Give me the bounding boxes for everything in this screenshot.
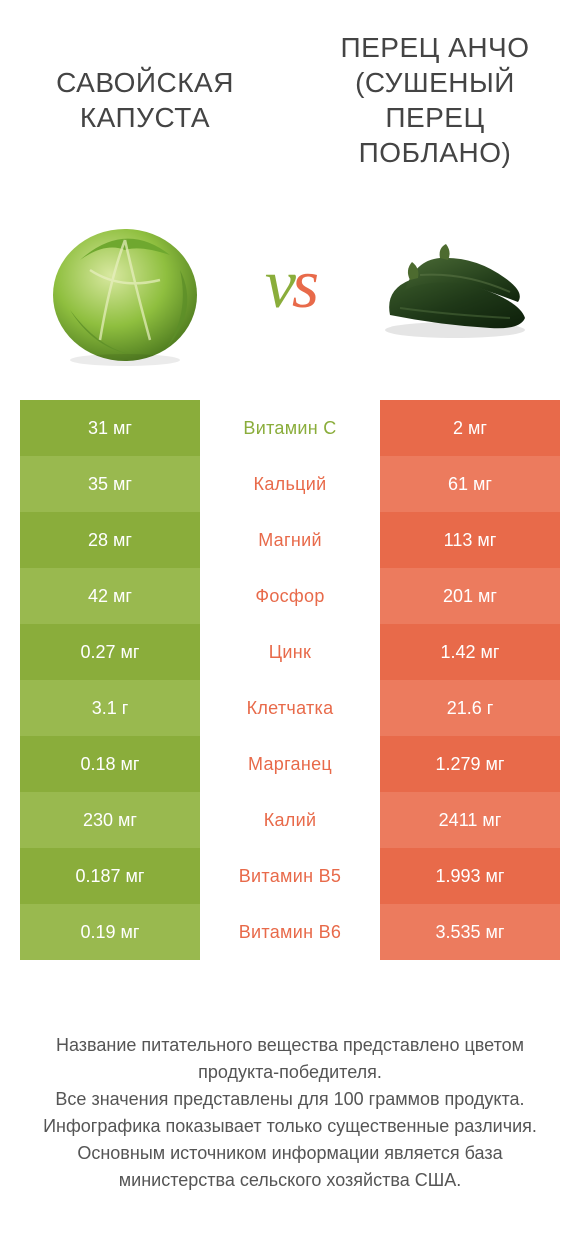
right-value: 3.535 мг [380, 904, 560, 960]
nutrient-label: Магний [200, 512, 380, 568]
left-food-image [40, 200, 210, 370]
left-value: 3.1 г [20, 680, 200, 736]
pepper-icon [370, 200, 540, 370]
right-value: 113 мг [380, 512, 560, 568]
left-value: 0.27 мг [20, 624, 200, 680]
comparison-table: 31 мгВитамин C2 мг35 мгКальций61 мг28 мг… [20, 400, 560, 960]
footer-line-4: Основным источником информации является … [20, 1140, 560, 1194]
right-value: 61 мг [380, 456, 560, 512]
right-value: 1.279 мг [380, 736, 560, 792]
table-row: 0.27 мгЦинк1.42 мг [20, 624, 560, 680]
left-value: 0.187 мг [20, 848, 200, 904]
left-value: 35 мг [20, 456, 200, 512]
nutrient-label: Витамин C [200, 400, 380, 456]
footer-notes: Название питательного вещества представл… [0, 1032, 580, 1194]
nutrient-label: Фосфор [200, 568, 380, 624]
nutrient-label: Кальций [200, 456, 380, 512]
nutrient-label: Калий [200, 792, 380, 848]
right-food-image [370, 200, 540, 370]
right-value: 1.42 мг [380, 624, 560, 680]
right-value: 21.6 г [380, 680, 560, 736]
left-value: 28 мг [20, 512, 200, 568]
left-value: 0.19 мг [20, 904, 200, 960]
left-food-title: САВОЙСКАЯ КАПУСТА [0, 65, 290, 135]
nutrient-label: Цинк [200, 624, 380, 680]
footer-line-3: Инфографика показывает только существенн… [20, 1113, 560, 1140]
vs-v: v [265, 246, 292, 323]
nutrient-label: Марганец [200, 736, 380, 792]
nutrient-label: Витамин B5 [200, 848, 380, 904]
table-row: 31 мгВитамин C2 мг [20, 400, 560, 456]
header: САВОЙСКАЯ КАПУСТА ПЕРЕЦ АНЧО (СУШЕНЫЙ ПЕ… [0, 0, 580, 200]
left-value: 230 мг [20, 792, 200, 848]
vs-label: vs [265, 245, 315, 325]
left-value: 0.18 мг [20, 736, 200, 792]
right-value: 201 мг [380, 568, 560, 624]
table-row: 0.187 мгВитамин B51.993 мг [20, 848, 560, 904]
left-value: 31 мг [20, 400, 200, 456]
right-value: 2 мг [380, 400, 560, 456]
nutrient-label: Клетчатка [200, 680, 380, 736]
table-row: 0.19 мгВитамин B63.535 мг [20, 904, 560, 960]
table-row: 3.1 гКлетчатка21.6 г [20, 680, 560, 736]
table-row: 42 мгФосфор201 мг [20, 568, 560, 624]
nutrient-label: Витамин B6 [200, 904, 380, 960]
table-row: 0.18 мгМарганец1.279 мг [20, 736, 560, 792]
footer-line-2: Все значения представлены для 100 граммо… [20, 1086, 560, 1113]
vs-row: vs [0, 200, 580, 400]
vs-s: s [292, 246, 315, 323]
right-value: 1.993 мг [380, 848, 560, 904]
table-row: 230 мгКалий2411 мг [20, 792, 560, 848]
right-value: 2411 мг [380, 792, 560, 848]
cabbage-icon [40, 200, 210, 370]
footer-line-1: Название питательного вещества представл… [20, 1032, 560, 1086]
left-value: 42 мг [20, 568, 200, 624]
table-row: 28 мгМагний113 мг [20, 512, 560, 568]
table-row: 35 мгКальций61 мг [20, 456, 560, 512]
right-food-title: ПЕРЕЦ АНЧО (СУШЕНЫЙ ПЕРЕЦ ПОБЛАНО) [290, 30, 580, 170]
